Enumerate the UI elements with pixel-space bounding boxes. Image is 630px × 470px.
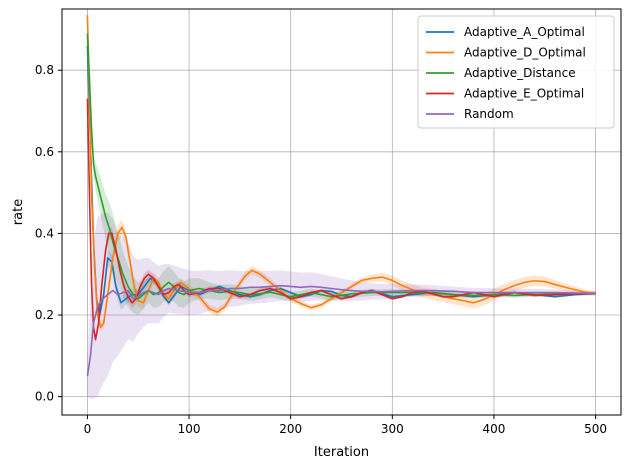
y-tick-label: 0.8 bbox=[35, 63, 54, 77]
confidence-band bbox=[87, 31, 596, 316]
x-tick-label: 300 bbox=[381, 422, 404, 436]
x-tick-label: 500 bbox=[584, 422, 607, 436]
x-tick-label: 200 bbox=[279, 422, 302, 436]
legend-label: Adaptive_Distance bbox=[464, 66, 576, 80]
y-axis-label: rate bbox=[11, 199, 26, 225]
x-tick-label: 0 bbox=[84, 422, 92, 436]
legend: Adaptive_A_Optimal Adaptive_D_Optimal Adap… bbox=[417, 15, 615, 129]
legend-label: Adaptive_A_Optimal bbox=[464, 25, 585, 39]
y-axis-ticks: 0.0 0.2 0.4 0.6 0.8 bbox=[35, 63, 62, 404]
y-tick-label: 0.4 bbox=[35, 226, 54, 240]
x-axis-ticks: 0 100 200 300 400 500 bbox=[84, 415, 607, 436]
series-line bbox=[86, 98, 596, 341]
y-tick-label: 0.2 bbox=[35, 308, 54, 322]
y-tick-label: 0.0 bbox=[35, 390, 54, 404]
confidence-band bbox=[87, 213, 596, 399]
plot-frame bbox=[61, 8, 622, 416]
legend-label: Random bbox=[464, 107, 514, 121]
series-line bbox=[86, 284, 596, 377]
series-line bbox=[86, 15, 596, 329]
x-tick-label: 400 bbox=[483, 422, 506, 436]
x-axis-label: Iteration bbox=[314, 445, 369, 460]
legend-label: Adaptive_E_Optimal bbox=[464, 87, 584, 101]
legend-box bbox=[417, 15, 615, 129]
series-lines bbox=[86, 15, 596, 377]
x-tick-label: 100 bbox=[178, 422, 201, 436]
legend-label: Adaptive_D_Optimal bbox=[464, 46, 586, 60]
y-tick-label: 0.6 bbox=[35, 145, 54, 159]
